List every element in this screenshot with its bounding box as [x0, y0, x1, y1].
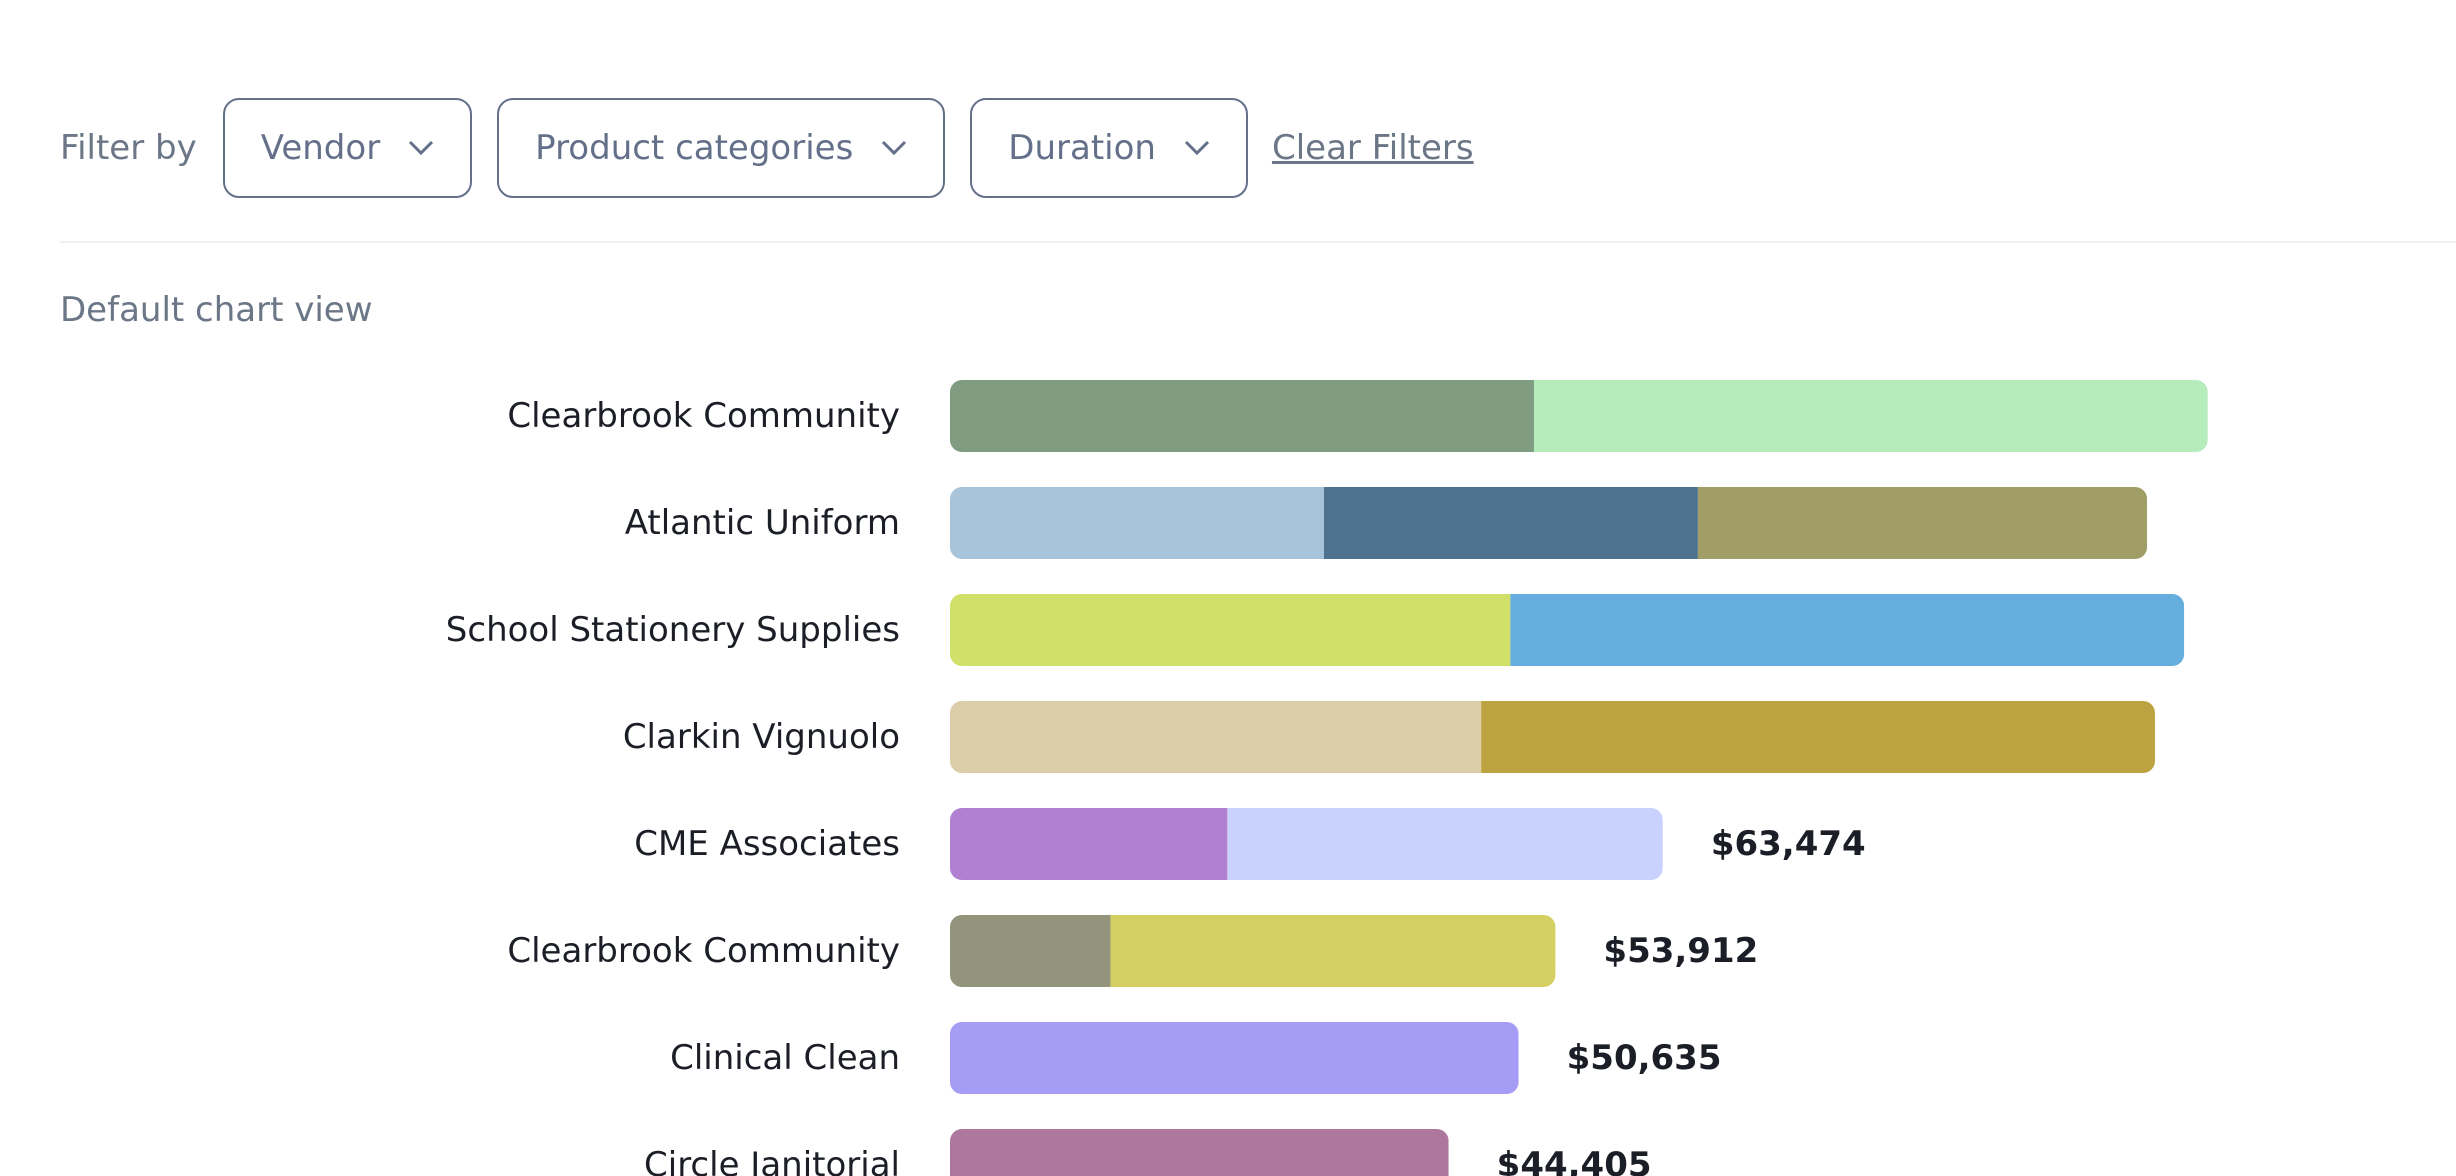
bar-row	[950, 808, 1663, 880]
bar-segment[interactable]	[1697, 487, 2148, 559]
bar-value-label: $50,635	[1567, 1038, 1722, 1078]
vendor-dropdown-label: Vendor	[260, 128, 381, 168]
bar-segment[interactable]	[1323, 487, 1698, 559]
bar-segment[interactable]	[1110, 915, 1556, 987]
bar-row	[950, 701, 2155, 773]
bar-segment[interactable]	[1510, 594, 2185, 666]
bar-category-label: Clinical Clean	[670, 1038, 900, 1078]
duration-dropdown-label: Duration	[1008, 128, 1156, 168]
bar-segment[interactable]	[950, 594, 1511, 666]
chevron-down-icon	[882, 140, 907, 156]
bar-segment[interactable]	[950, 1022, 1519, 1094]
filter-by-label: Filter by	[60, 128, 197, 168]
bar-row	[950, 380, 2208, 452]
product-categories-dropdown[interactable]: Product categories	[497, 98, 946, 198]
bar-segment[interactable]	[950, 915, 1111, 987]
bar-segment[interactable]	[950, 808, 1228, 880]
bar-row	[950, 487, 2148, 559]
divider	[60, 241, 2456, 243]
bar-segment[interactable]	[1481, 701, 2155, 773]
chart-view-title: Default chart view	[60, 290, 373, 330]
bar-row	[950, 1022, 1519, 1094]
product-categories-dropdown-label: Product categories	[535, 128, 854, 168]
chevron-down-icon	[1184, 140, 1210, 156]
bar-segment[interactable]	[1533, 380, 2208, 452]
bar-segment[interactable]	[1227, 808, 1663, 880]
bar-category-label: Clearbrook Community	[507, 931, 900, 971]
clear-filters-link[interactable]: Clear Filters	[1271, 128, 1474, 168]
vendor-dropdown[interactable]: Vendor	[222, 98, 473, 198]
bar-value-label: $53,912	[1603, 931, 1758, 971]
bar-value-label: $63,474	[1711, 824, 1866, 864]
bar-segment[interactable]	[950, 487, 1324, 559]
bar-row	[950, 594, 2185, 666]
bar-category-label: Clearbrook Community	[507, 396, 900, 436]
chevron-down-icon	[409, 140, 434, 156]
bar-row	[950, 915, 1556, 987]
bar-category-label: Atlantic Uniform	[625, 503, 900, 543]
duration-dropdown[interactable]: Duration	[970, 98, 1248, 198]
bar-segment[interactable]	[950, 701, 1482, 773]
bar-category-label: CME Associates	[634, 824, 900, 864]
bar-value-label: $44,405	[1497, 1145, 1652, 1176]
bar-category-label: Clarkin Vignuolo	[623, 717, 900, 757]
bar-segment[interactable]	[950, 1129, 1449, 1176]
bar-category-label: Circle Janitorial	[644, 1145, 900, 1176]
filter-bar: Filter by Vendor Product categories Dura…	[60, 98, 1474, 198]
bar-segment[interactable]	[950, 380, 1534, 452]
bar-row	[950, 1129, 1449, 1176]
bar-category-label: School Stationery Supplies	[446, 610, 900, 650]
